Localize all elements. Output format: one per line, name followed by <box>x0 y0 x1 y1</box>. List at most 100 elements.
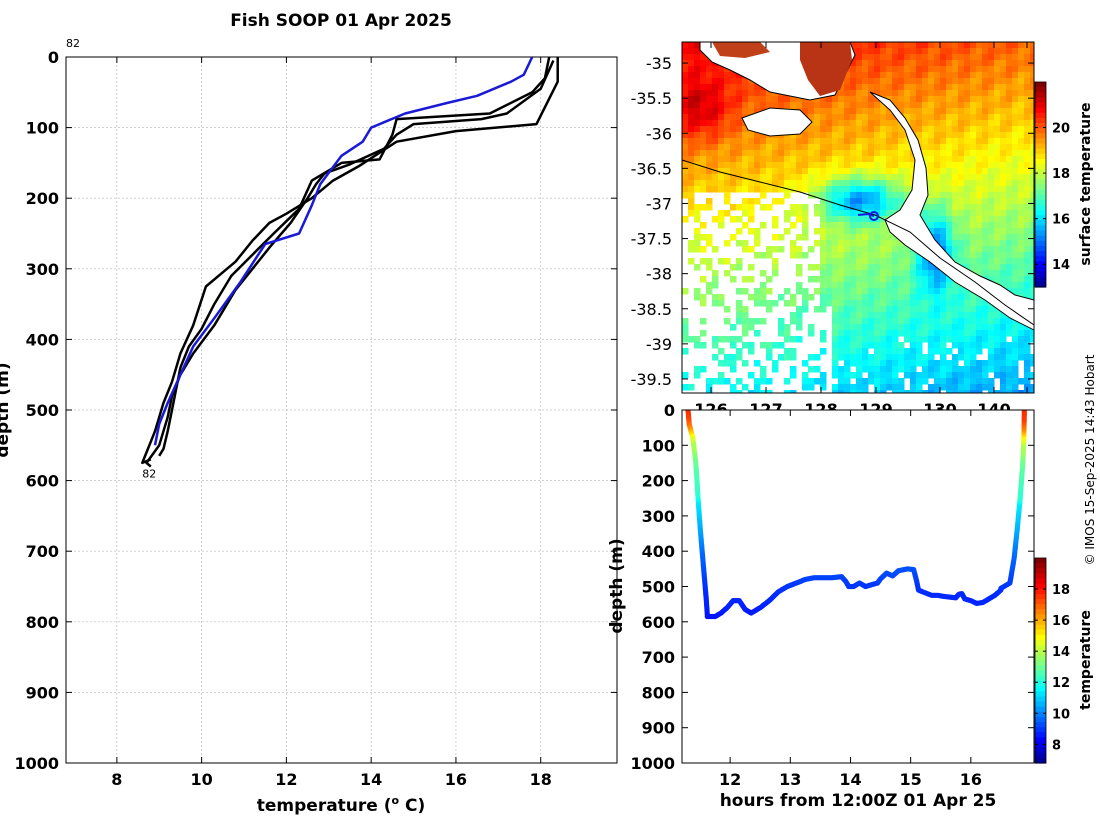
sst-cell <box>916 102 923 109</box>
sst-cell <box>682 168 689 175</box>
sst-cell <box>784 150 791 157</box>
sst-cell <box>718 186 725 193</box>
sst-cell <box>844 246 851 253</box>
sst-cell <box>934 66 941 73</box>
sst-cell <box>940 342 947 349</box>
sst-cell <box>766 288 773 295</box>
sst-cell <box>754 288 761 295</box>
sst-cell <box>874 138 881 145</box>
sst-cell <box>958 390 965 393</box>
profile-ticks: 8 10 12 14 16 1801002003004005006007008009001… <box>14 48 617 789</box>
sst-cell <box>916 390 923 393</box>
sst-cell <box>796 150 803 157</box>
sst-cell <box>712 150 719 157</box>
sst-cell <box>958 330 965 337</box>
sst-cell <box>682 318 689 325</box>
sst-cell <box>766 276 773 283</box>
sst-cell <box>958 48 965 55</box>
sst-cell <box>862 318 869 325</box>
sst-cell <box>1030 258 1034 265</box>
sst-cell <box>760 294 767 301</box>
sst-cell <box>850 318 857 325</box>
sst-cell <box>856 114 863 121</box>
sst-cell <box>700 96 707 103</box>
sst-cell <box>862 72 869 79</box>
sst-cell <box>1018 90 1025 97</box>
sst-cell <box>928 132 935 139</box>
sst-cell <box>1024 132 1031 139</box>
sst-cell <box>694 132 701 139</box>
sst-cell <box>886 354 893 361</box>
sst-cell <box>886 342 893 349</box>
sst-cell <box>910 294 917 301</box>
sst-cell <box>742 342 749 349</box>
sst-cell <box>856 204 863 211</box>
sst-cell <box>970 372 977 379</box>
sst-cell <box>880 282 887 289</box>
sst-cell <box>760 252 767 259</box>
sst-cell <box>1030 360 1034 367</box>
sst-cell <box>862 360 869 367</box>
sst-cell <box>1024 210 1031 217</box>
sst-cell <box>700 150 707 157</box>
sst-cell <box>706 90 713 97</box>
sst-cell <box>736 132 743 139</box>
sst-cell <box>856 240 863 247</box>
sst-cell <box>718 72 725 79</box>
sst-cell <box>952 120 959 127</box>
sst-cell <box>904 186 911 193</box>
sst-cell <box>742 198 749 205</box>
sst-cell <box>790 168 797 175</box>
temperature-colorbar-segment <box>1035 558 1046 564</box>
sst-cell <box>880 210 887 217</box>
sst-cell <box>976 90 983 97</box>
sst-cell <box>1000 60 1007 67</box>
sst-cell <box>1000 72 1007 79</box>
sst-cell <box>856 306 863 313</box>
sst-cell <box>844 348 851 355</box>
sst-cell <box>922 336 929 343</box>
sst-cell <box>940 54 947 61</box>
sst-cell <box>1018 204 1025 211</box>
sst-cell <box>682 336 689 343</box>
sst-cell <box>898 390 905 393</box>
sst-cell <box>1012 264 1019 271</box>
sst-cell <box>922 390 929 393</box>
sst-cell <box>1000 144 1007 151</box>
sst-cell <box>838 276 845 283</box>
sst-cell <box>976 72 983 79</box>
sst-cell <box>766 246 773 253</box>
sst-cell <box>946 162 953 169</box>
sst-cell <box>1024 102 1031 109</box>
sst-cell <box>724 198 731 205</box>
sst-cell <box>760 318 767 325</box>
sst-cell <box>856 48 863 55</box>
sst-cell <box>850 276 857 283</box>
sst-cell <box>736 168 743 175</box>
sst-cell <box>1018 348 1025 355</box>
profile-line-black <box>145 59 555 468</box>
sst-cell <box>748 372 755 379</box>
sst-cell <box>736 102 743 109</box>
sst-cell <box>838 300 845 307</box>
sst-cell <box>844 234 851 241</box>
sst-cell <box>874 270 881 277</box>
sst-cell <box>724 150 731 157</box>
sst-cell <box>838 192 845 199</box>
sst-cell <box>952 84 959 91</box>
sst-cell <box>736 264 743 271</box>
sst-cell <box>742 318 749 325</box>
sst-colorbar-segment <box>1035 210 1046 216</box>
sst-cell <box>1018 138 1025 145</box>
sst-cell <box>736 126 743 133</box>
sst-cell <box>766 252 773 259</box>
sst-cell <box>802 372 809 379</box>
sst-cell <box>820 114 827 121</box>
sst-cell <box>1000 48 1007 55</box>
sst-cell <box>844 372 851 379</box>
sst-cell <box>934 96 941 103</box>
sst-cell <box>730 216 737 223</box>
sst-cell <box>922 114 929 121</box>
sst-cell <box>934 138 941 145</box>
sst-cell <box>964 258 971 265</box>
